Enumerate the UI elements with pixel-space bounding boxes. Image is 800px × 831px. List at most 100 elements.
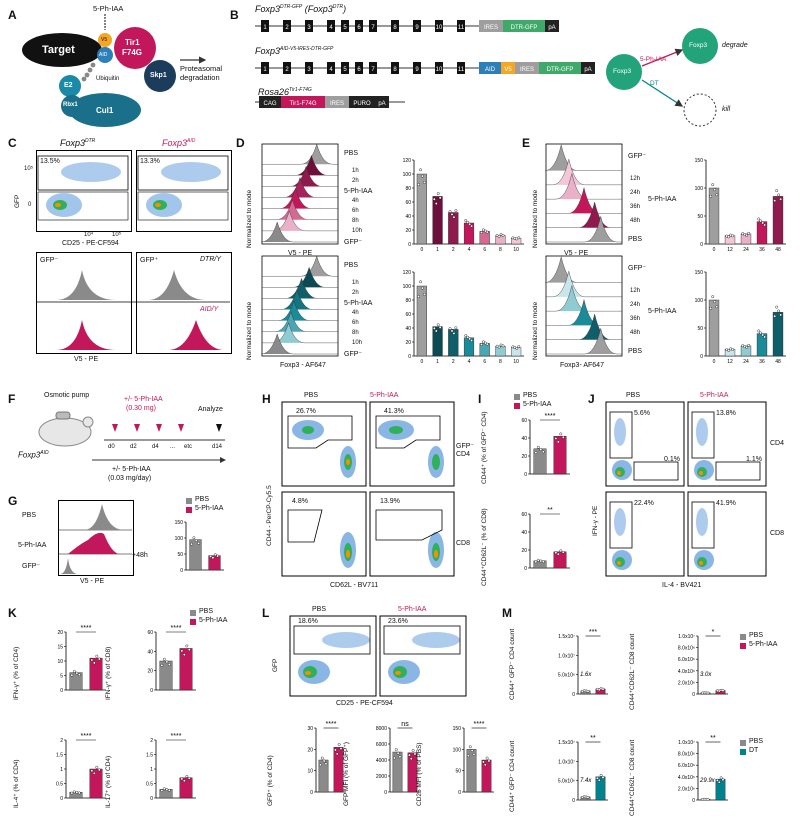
y-tick-label: 150 bbox=[695, 158, 704, 164]
data-point bbox=[408, 753, 411, 757]
ires-label: IRES bbox=[484, 25, 498, 31]
rosa26-part-label: Tir1-F74G bbox=[289, 101, 316, 107]
y-tick-label: 5 bbox=[60, 674, 63, 680]
exon-label: 9 bbox=[415, 67, 419, 73]
data-point bbox=[747, 343, 751, 347]
x-tick-label: 12 bbox=[727, 359, 733, 365]
data-point bbox=[534, 451, 538, 454]
data-point bbox=[731, 348, 735, 351]
y-tick-label: 6000 bbox=[376, 742, 387, 748]
cul1-label: Cul1 bbox=[96, 106, 114, 115]
y-tick-label: 60 bbox=[405, 200, 411, 206]
y-tick-label: 1.0x10⁷ bbox=[678, 634, 695, 640]
bar bbox=[756, 221, 768, 245]
f-bolus-label: +/- 5-Ph-IAA bbox=[124, 396, 163, 403]
y-tick-label: 100 bbox=[403, 284, 412, 290]
h-gate-cd8-pbs: 4.8% bbox=[292, 498, 308, 505]
exon-2 bbox=[283, 20, 291, 32]
g-row-pbs: PBS bbox=[22, 512, 37, 519]
data-point bbox=[413, 752, 417, 756]
data-point bbox=[165, 788, 169, 791]
data-point bbox=[182, 779, 186, 783]
ridge-histogram bbox=[546, 328, 622, 355]
x-tick-label: 0 bbox=[420, 359, 423, 365]
y-tick-label: 1 bbox=[60, 767, 63, 773]
d-row-2h: 2h bbox=[352, 178, 359, 184]
significance-label: ns bbox=[401, 721, 409, 728]
data-point bbox=[536, 445, 540, 449]
exon-label: 5 bbox=[343, 67, 347, 73]
y-tick-label: 50 bbox=[697, 214, 703, 220]
exon-label: 8 bbox=[393, 67, 397, 73]
bar bbox=[740, 345, 752, 357]
j-x-axis: IL-4 - BV421 bbox=[662, 582, 702, 589]
exon-label: 1 bbox=[263, 25, 267, 31]
y-tick-label: 60 bbox=[405, 312, 411, 318]
data-point bbox=[517, 236, 521, 240]
data-point bbox=[213, 553, 217, 557]
data-point bbox=[761, 221, 765, 225]
data-point bbox=[779, 197, 783, 201]
data-point bbox=[534, 560, 538, 564]
y-tick-label: 20 bbox=[57, 630, 63, 636]
data-point bbox=[185, 644, 189, 648]
panel-letter-i: I bbox=[478, 392, 482, 406]
data-point bbox=[721, 778, 725, 782]
rosa26-part bbox=[259, 96, 281, 108]
data-point bbox=[77, 673, 81, 677]
significance-label: ** bbox=[710, 735, 716, 742]
y-tick-label: 20 bbox=[147, 669, 153, 675]
data-point bbox=[318, 763, 322, 767]
e-row-pbs-b: PBS bbox=[628, 348, 643, 355]
treatment-ph-label: 5-Ph-IAA bbox=[640, 56, 667, 63]
d-row-2h-b: 2h bbox=[352, 290, 359, 296]
y-tick-label: 10 bbox=[57, 659, 63, 665]
rosa26-part-label: PURO bbox=[353, 101, 371, 107]
data-point bbox=[586, 689, 590, 693]
d-y-axis-top: Normalized to mode bbox=[246, 189, 253, 248]
data-point bbox=[411, 749, 415, 752]
bar bbox=[553, 436, 567, 475]
e-row-48h: 48h bbox=[630, 218, 641, 224]
h-gate-cd4-ph: 41.3% bbox=[384, 408, 404, 415]
data-point bbox=[438, 326, 442, 329]
foxp3-degrade-label: Foxp3 bbox=[689, 42, 708, 49]
exon-5 bbox=[341, 62, 349, 74]
bar bbox=[708, 187, 720, 245]
e-row-gfpneg-b: GFP⁻ bbox=[628, 265, 647, 272]
y-tick-label: 0 bbox=[384, 790, 387, 796]
cul1-shape bbox=[69, 93, 141, 127]
ires-label: IRES bbox=[520, 67, 534, 73]
e-row-pbs: PBS bbox=[628, 236, 643, 243]
data-point bbox=[165, 660, 169, 664]
data-point bbox=[450, 212, 454, 216]
y-tick-label: 8.0x10⁶ bbox=[678, 646, 695, 652]
data-point bbox=[464, 334, 468, 338]
exon-5 bbox=[341, 20, 349, 32]
d-row-10h: 10h bbox=[352, 228, 363, 234]
data-point bbox=[423, 293, 426, 296]
h-dot-plots bbox=[281, 401, 455, 577]
m-legend2-swatch-dt bbox=[740, 749, 746, 755]
data-point bbox=[90, 658, 94, 662]
data-point bbox=[75, 671, 79, 675]
exon-9 bbox=[413, 62, 421, 74]
panel-letter-g: G bbox=[8, 494, 18, 508]
panel-letter-d: D bbox=[236, 136, 245, 150]
exon-7 bbox=[369, 20, 377, 32]
gene-constructs: 1 2 3 4 5 6 7 8 9 10 11 IRES DTR-GFP pA 1 2 3 4 5 6 7 8 9 10 11 A… bbox=[255, 20, 595, 108]
y-tick-label: 4.0x10⁶ bbox=[678, 669, 695, 675]
h-gate-cd8-ph: 13.9% bbox=[380, 498, 400, 505]
exon-label: 4 bbox=[329, 67, 333, 73]
c-hist-right-title: GFP⁺ bbox=[140, 257, 159, 264]
x-tick-label: 0 bbox=[420, 247, 423, 253]
data-point bbox=[167, 663, 171, 666]
j-gate-b1: 13.8% bbox=[716, 410, 736, 417]
y-tick-label: 1.5 bbox=[56, 753, 63, 759]
data-point bbox=[485, 756, 489, 760]
j-gate-b2: 1.1% bbox=[746, 456, 762, 463]
f-day-d14: d14 bbox=[212, 444, 223, 450]
outcome-line2: degradation bbox=[180, 73, 220, 82]
bar bbox=[407, 752, 418, 793]
j-y-axis: IFN-γ - PE bbox=[592, 505, 599, 536]
